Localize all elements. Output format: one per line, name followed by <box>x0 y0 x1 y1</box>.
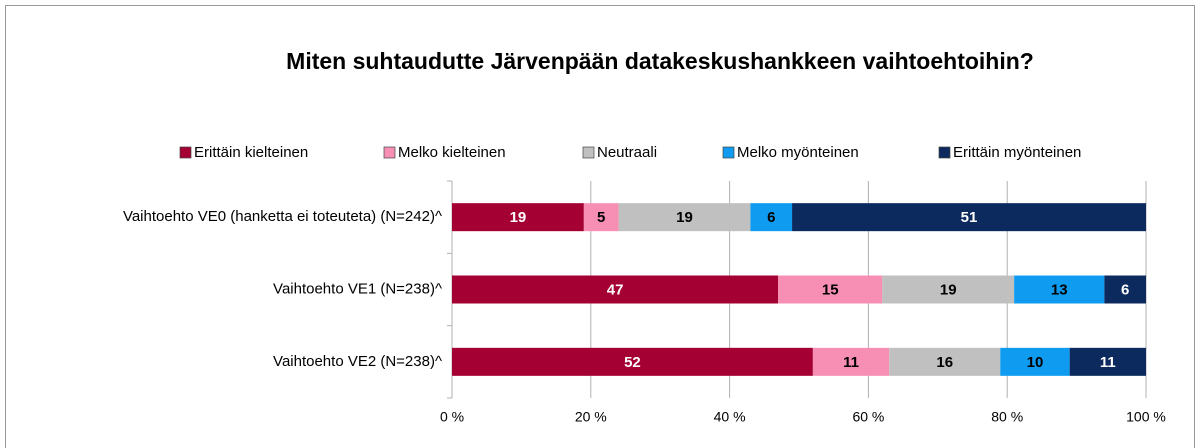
data-label: 5 <box>597 209 605 226</box>
bar-segment <box>452 203 584 232</box>
y-tick-label: Vaihtoehto VE2 (N=238)^ <box>273 353 442 370</box>
chart-title: Miten suhtaudutte Järvenpään datakeskush… <box>286 48 1034 74</box>
data-label: 13 <box>1051 281 1068 298</box>
legend-swatch <box>179 146 192 159</box>
x-tick-label: 80 % <box>991 409 1023 425</box>
data-label: 51 <box>961 209 978 226</box>
data-label: 11 <box>843 354 859 371</box>
bar-segment <box>1104 275 1146 304</box>
bar-segment <box>583 203 619 232</box>
bar-segment <box>750 203 793 232</box>
data-label: 6 <box>767 209 775 226</box>
legend-label: Melko myönteinen <box>737 144 859 161</box>
x-tick-label: 100 % <box>1126 409 1166 425</box>
legend-label: Erittäin myönteinen <box>953 144 1081 161</box>
data-label: 52 <box>624 354 641 371</box>
bar-segment <box>452 275 779 304</box>
bar-segment <box>792 203 1146 232</box>
bar-segment <box>778 275 883 304</box>
legend-label: Erittäin kielteinen <box>194 144 308 161</box>
bar-segment <box>882 275 1015 304</box>
bar-segment <box>812 347 890 376</box>
y-tick-label: Vaihtoehto VE0 (hanketta ei toteuteta) (… <box>123 208 442 225</box>
x-tick-label: 0 % <box>440 409 464 425</box>
data-label: 47 <box>607 281 624 298</box>
legend-label: Neutraali <box>597 144 657 161</box>
x-tick-label: 20 % <box>575 409 607 425</box>
data-label: 10 <box>1027 354 1044 371</box>
bar-segment <box>1014 275 1105 304</box>
legend-swatch <box>582 146 595 159</box>
legend-swatch <box>383 146 396 159</box>
y-tick-label: Vaihtoehto VE1 (N=238)^ <box>273 280 442 297</box>
data-label: 6 <box>1121 281 1129 298</box>
bar-segment <box>452 347 813 376</box>
legend-label: Melko kielteinen <box>398 144 506 161</box>
bar-segment <box>618 203 751 232</box>
legend-swatch <box>938 146 951 159</box>
data-label: 11 <box>1100 354 1116 371</box>
data-label: 19 <box>940 281 957 298</box>
bar-segment <box>1000 347 1070 376</box>
x-tick-label: 40 % <box>714 409 746 425</box>
data-label: 19 <box>676 209 693 226</box>
x-tick-label: 60 % <box>852 409 884 425</box>
data-label: 15 <box>822 281 839 298</box>
data-label: 16 <box>936 354 953 371</box>
data-label: 19 <box>510 209 527 226</box>
legend-swatch <box>722 146 735 159</box>
bar-segment <box>1069 347 1146 376</box>
bar-segment <box>889 347 1001 376</box>
